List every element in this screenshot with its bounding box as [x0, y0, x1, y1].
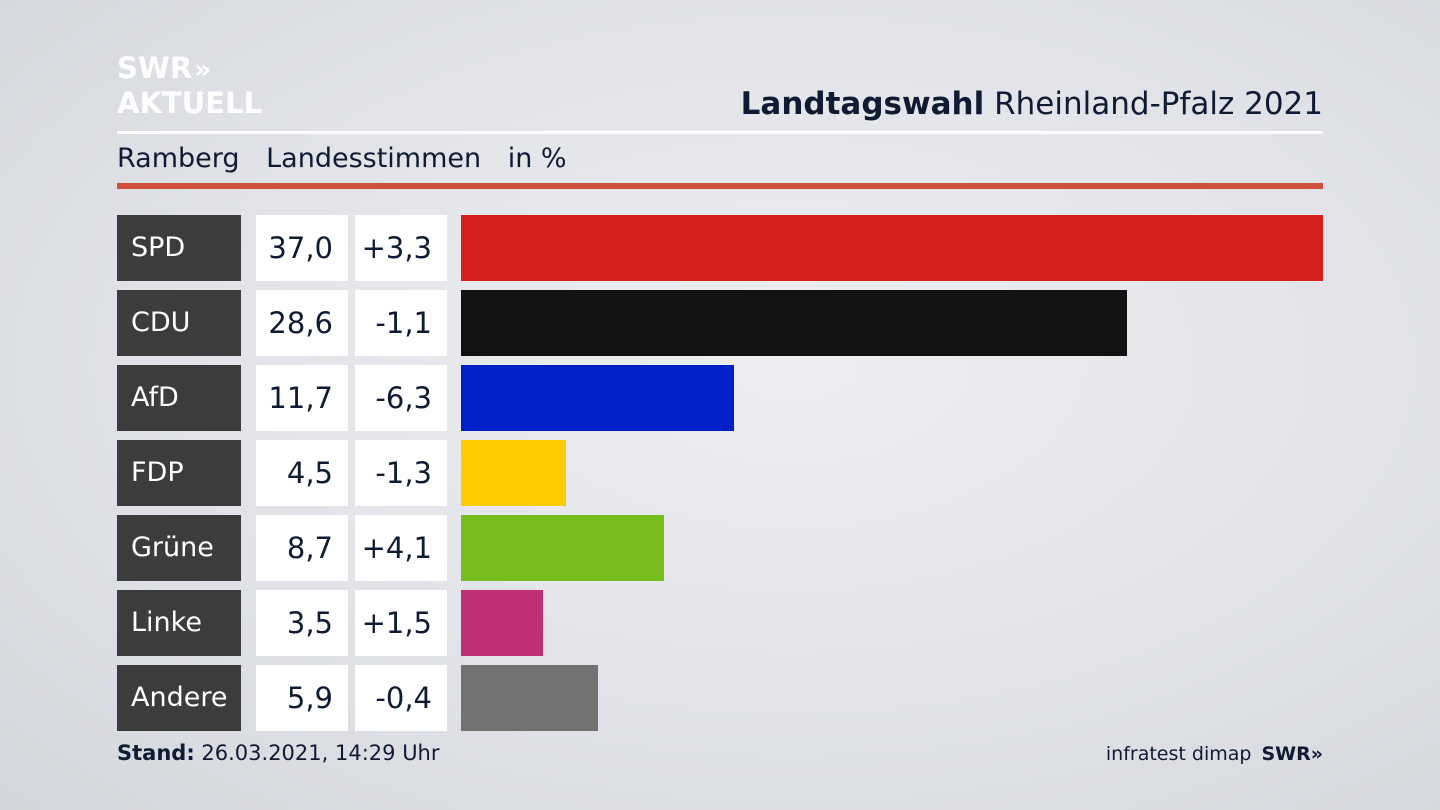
title-bold: Landtagswahl [740, 86, 985, 122]
source-credit: infratest dimap SWR» [1106, 743, 1323, 765]
source-text: infratest dimap [1105, 743, 1252, 765]
vote-share-bar [461, 515, 664, 581]
party-label: Grüne [117, 515, 241, 581]
result-row: AfD 11,7 -6,3 [117, 365, 1323, 431]
vote-change-value: -1,1 [355, 290, 447, 356]
result-row: Linke 3,5 +1,5 [117, 590, 1323, 656]
vote-change-value: +1,5 [355, 590, 447, 656]
subtitle-vote-type: Landesstimmen [266, 143, 482, 174]
logo-aktuell-text: AKTUELL [117, 86, 263, 120]
vote-share-value: 3,5 [256, 590, 348, 656]
vote-share-value: 37,0 [256, 215, 348, 281]
party-label: Linke [117, 590, 241, 656]
subtitle-region: Ramberg [117, 143, 240, 174]
party-label: Andere [117, 665, 241, 731]
vote-change-value: -0,4 [355, 665, 447, 731]
stand-value: 26.03.2021, 14:29 Uhr [201, 741, 440, 765]
swr-footer-text: SWR [1261, 743, 1311, 765]
result-row: CDU 28,6 -1,1 [117, 290, 1323, 356]
subtitle-divider [117, 183, 1323, 189]
vote-share-bar [461, 590, 543, 656]
vote-share-value: 8,7 [256, 515, 348, 581]
vote-share-value: 28,6 [256, 290, 348, 356]
page-title: Landtagswahl Rheinland-Pfalz 2021 [741, 86, 1323, 122]
party-label: CDU [117, 290, 241, 356]
result-row: Grüne 8,7 +4,1 [117, 515, 1323, 581]
logo-chevrons: » [194, 55, 212, 85]
swr-footer-logo: SWR» [1261, 743, 1323, 765]
party-label: SPD [117, 215, 241, 281]
vote-share-bar [461, 440, 566, 506]
vote-change-value: +3,3 [355, 215, 447, 281]
stand-label: Stand: [117, 741, 195, 765]
timestamp: Stand: 26.03.2021, 14:29 Uhr [117, 741, 440, 765]
vote-change-value: +4,1 [355, 515, 447, 581]
logo-swr-text: SWR [117, 51, 193, 85]
result-row: FDP 4,5 -1,3 [117, 440, 1323, 506]
result-row: Andere 5,9 -0,4 [117, 665, 1323, 731]
vote-share-bar [461, 215, 1323, 281]
vote-share-value: 4,5 [256, 440, 348, 506]
party-label: FDP [117, 440, 241, 506]
party-label: AfD [117, 365, 241, 431]
vote-share-value: 5,9 [256, 665, 348, 731]
header-divider [117, 131, 1323, 134]
result-row: SPD 37,0 +3,3 [117, 215, 1323, 281]
chart-subtitle: Ramberg Landesstimmen in % [117, 143, 585, 174]
swr-footer-chevrons: » [1310, 743, 1323, 765]
vote-share-value: 11,7 [256, 365, 348, 431]
vote-change-value: -1,3 [355, 440, 447, 506]
vote-share-bar [461, 290, 1127, 356]
swr-aktuell-logo: SWR» AKTUELL [117, 52, 262, 120]
vote-share-bar [461, 665, 598, 731]
vote-change-value: -6,3 [355, 365, 447, 431]
title-rest: Rheinland-Pfalz 2021 [994, 86, 1323, 122]
subtitle-unit: in % [507, 143, 567, 174]
vote-share-bar [461, 365, 734, 431]
